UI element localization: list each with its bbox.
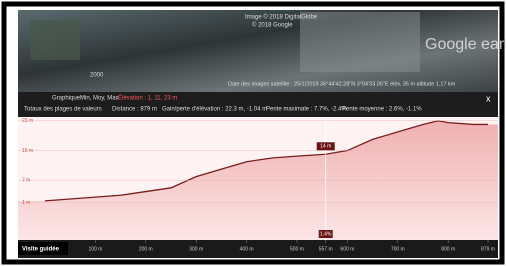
x-tick-label: 557 m [319,246,333,252]
x-tick-label: 300 m [189,246,203,252]
close-button[interactable]: x [486,93,491,103]
totals-label: Totaux des plages de valeurs [24,107,102,113]
screenshot: Image © 2018 DigitalGlobe © 2018 Google … [0,0,506,266]
y-tick-label: 7 m [22,178,30,184]
x-tick-label: 700 m [391,246,405,252]
logo: Google earth [425,36,506,53]
graph-label: Graphique : [52,96,84,102]
cursor-elevation: 14 m [320,144,331,150]
x-tick-label: 500 m [290,246,304,252]
copyright: © 2018 Google [252,22,293,29]
terrain-patch [30,20,80,60]
x-tick-label: 879 m [481,246,495,252]
x-tick-label: 800 m [441,246,455,252]
y-tick-label: 1 m [22,200,30,206]
status-bar: Date des images satellite : 25/1/2018 36… [228,81,456,87]
elevation-gain: Gain/perte d'élévation : 22.3 m, -1.04 m [162,107,267,113]
max-slope: Pente maximale : 7.7%, -2.4% [266,107,347,113]
avg-slope: Pente moyenne : 2.6%, -1.1% [342,107,422,113]
tour-button[interactable]: Visite guidée [22,247,60,253]
terrain-patch [300,12,420,72]
copyright: Image © 2018 DigitalGlobe [245,14,318,21]
x-tick-label: 200 m [139,246,153,252]
cursor-slope: 1.4% [320,231,332,237]
y-tick-label: 15 m [22,148,33,154]
graph-modes[interactable]: Min, Moy, Max [80,96,119,102]
x-tick-label: 100 m [88,246,102,252]
x-tick-label: 400 m [240,246,254,252]
distance: Distance : 879 m [112,107,157,113]
elevation-label: Élévation : 1, 11, 23 m [118,95,177,102]
x-tick-label: 600 m [340,246,354,252]
scale-label: 2000 [90,73,104,79]
y-tick-label: 23 m [22,118,33,124]
